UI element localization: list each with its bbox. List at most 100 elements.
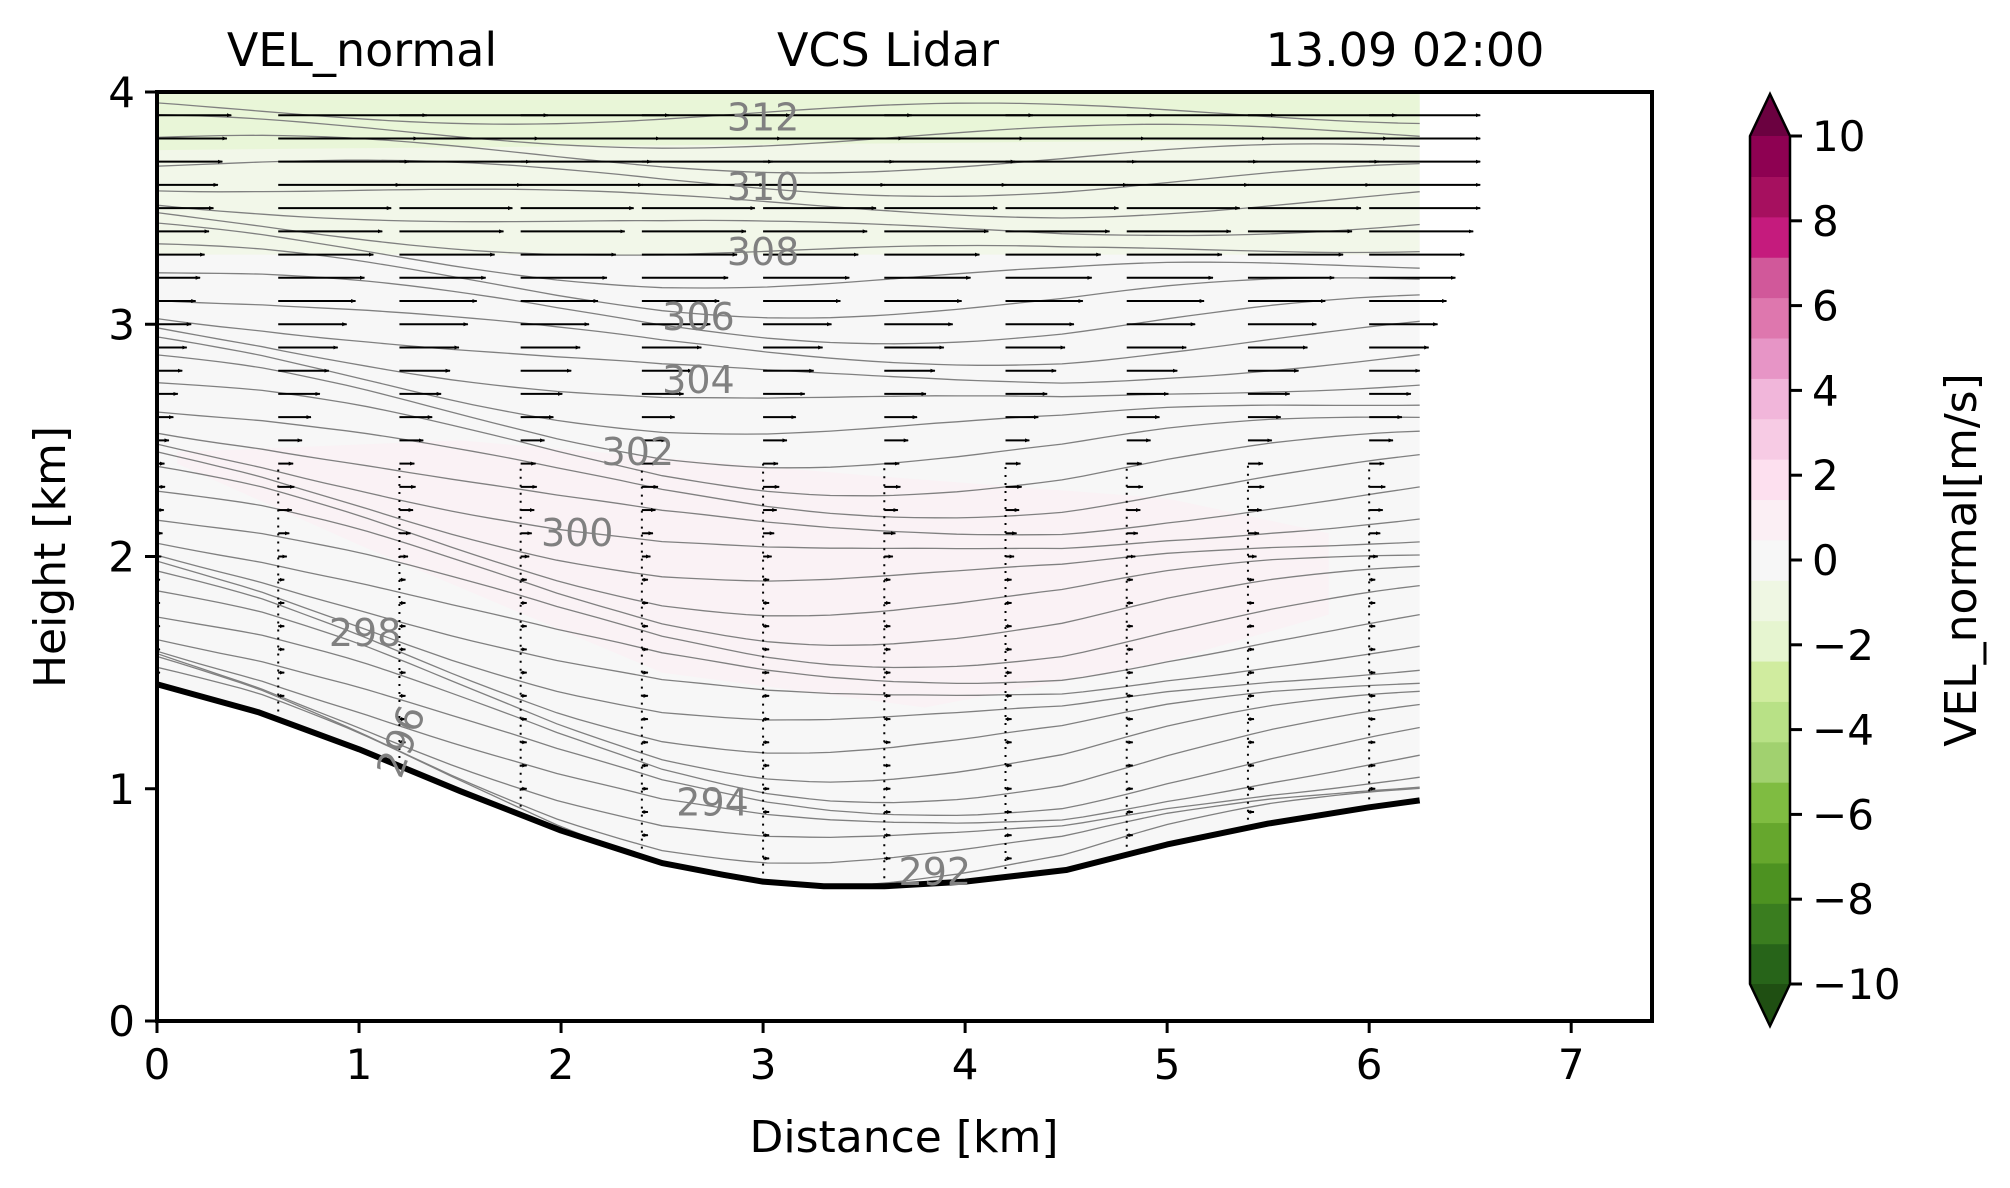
colorbar-ticks: −10 −8 −6 −4 −2 0 2 4 6 8 10: [1790, 112, 1901, 1009]
colorbar-tick-label-2: −6: [1812, 790, 1874, 839]
colorbar-extend-top: [1750, 94, 1790, 136]
contour-line-25: [157, 272, 1420, 345]
colorbar-tick-label-8: 6: [1812, 282, 1839, 331]
contour-line-30: [157, 188, 1420, 219]
colorbar-tick-label-1: −8: [1812, 875, 1874, 924]
colorbar-segment-17: [1750, 257, 1790, 299]
colorbar-segment-9: [1750, 580, 1790, 622]
colorbar-tick-label-0: −10: [1812, 960, 1901, 1009]
colorbar-segment-0: [1750, 943, 1790, 985]
contour-line-8: [157, 570, 1420, 754]
colorbar-segment-19: [1750, 176, 1790, 218]
contour-line-33: [157, 114, 1420, 149]
x-tick-label-4: 4: [952, 1040, 979, 1089]
colorbar-tick-label-4: −2: [1812, 621, 1874, 670]
contour-line-16: [157, 443, 1420, 550]
colorbar: [1748, 91, 1792, 1029]
y-tick-label-4: 4: [108, 68, 135, 117]
contour-line-27: [157, 222, 1420, 289]
contour-line-19: [157, 382, 1420, 497]
colorbar-tick-label-7: 4: [1812, 366, 1839, 415]
contour-line-14: [157, 465, 1420, 617]
contour-line-4: [157, 650, 1420, 824]
contour-line-15: [157, 451, 1420, 582]
contour-label-1: 294: [676, 781, 749, 825]
plot-area: [157, 92, 1420, 887]
contour-label-9: 310: [727, 165, 800, 209]
x-tick-label-6: 6: [1356, 1040, 1383, 1089]
contour-line-2: [157, 655, 1420, 864]
x-tick-label-1: 1: [346, 1040, 373, 1089]
y-tick-label-3: 3: [108, 300, 135, 349]
contour-line-13: [157, 490, 1420, 647]
colorbar-segment-2: [1750, 862, 1790, 904]
colorbar-segment-18: [1750, 216, 1790, 258]
colorbar-tick-label-5: 0: [1812, 536, 1839, 585]
contour-line-11: [157, 542, 1420, 685]
title-right: 13.09 02:00: [1266, 23, 1545, 77]
contour-line-26: [157, 243, 1420, 319]
colorbar-segment-5: [1750, 741, 1790, 783]
title-center: VCS Lidar: [777, 23, 999, 77]
contour-line-20: [157, 354, 1420, 469]
colorbar-extend-bottom: [1750, 984, 1790, 1026]
colorbar-segment-4: [1750, 782, 1790, 824]
colorbar-segment-12: [1750, 459, 1790, 501]
contour-line-21: [157, 336, 1420, 435]
x-tick-label-7: 7: [1558, 1040, 1585, 1089]
contour-line-7: [157, 590, 1420, 783]
contour-label-3: 298: [329, 611, 402, 655]
contour-label-6: 304: [662, 358, 735, 402]
x-tick-label-5: 5: [1154, 1040, 1181, 1089]
contour-line-17: [157, 432, 1420, 536]
colorbar-tick-label-3: −4: [1812, 706, 1874, 755]
x-tick-label-3: 3: [750, 1040, 777, 1089]
contour-line-12: [157, 519, 1420, 669]
contour-line-9: [157, 560, 1420, 721]
y-tick-label-0: 0: [108, 997, 135, 1046]
colorbar-tick-label-6: 2: [1812, 451, 1839, 500]
field-region-0: [177, 440, 1329, 708]
colorbar-segment-1: [1750, 903, 1790, 945]
colorbar-segment-8: [1750, 620, 1790, 662]
y-tick-label-1: 1: [108, 765, 135, 814]
colorbar-segment-14: [1750, 378, 1790, 420]
contour-label-10: 312: [727, 95, 800, 139]
contour-line-10: [157, 554, 1420, 697]
colorbar-segment-6: [1750, 701, 1790, 743]
contour-line-3: [157, 652, 1420, 839]
x-tick-label-2: 2: [548, 1040, 575, 1089]
contour-line-5: [157, 638, 1420, 817]
contour-label-4: 300: [541, 511, 614, 555]
contour-label-0: 292: [899, 850, 972, 894]
x-axis: 0 1 2 3 4 5 6 7: [144, 1021, 1585, 1089]
colorbar-segment-11: [1750, 499, 1790, 541]
y-axis: 0 1 2 3 4: [108, 68, 157, 1046]
colorbar-tick-label-9: 8: [1812, 197, 1839, 246]
contour-lines: [157, 102, 1420, 887]
contour-line-31: [157, 159, 1420, 198]
colorbar-segment-3: [1750, 822, 1790, 864]
contour-line-24: [157, 299, 1420, 366]
y-tick-label-2: 2: [108, 533, 135, 582]
contour-line-29: [157, 204, 1420, 237]
contour-label-8: 308: [727, 230, 800, 274]
colorbar-segment-20: [1750, 136, 1790, 177]
colorbar-label: VEL_normal[m/s]: [1936, 373, 1987, 747]
contour-line-18: [157, 411, 1420, 519]
x-tick-label-0: 0: [144, 1040, 171, 1089]
colorbar-segment-13: [1750, 418, 1790, 460]
colorbar-segment-16: [1750, 297, 1790, 339]
colorbar-segment-7: [1750, 660, 1790, 702]
x-axis-label: Distance [km]: [749, 1112, 1058, 1163]
contour-line-22: [157, 327, 1420, 399]
terrain-line: [156, 681, 1421, 890]
wind-vectors: [157, 113, 1481, 887]
contour-label-5: 302: [602, 430, 675, 474]
title-left: VEL_normal: [227, 23, 497, 77]
contour-line-34: [157, 102, 1420, 125]
contour-line-6: [157, 616, 1420, 804]
contour-label-7: 306: [662, 295, 735, 339]
